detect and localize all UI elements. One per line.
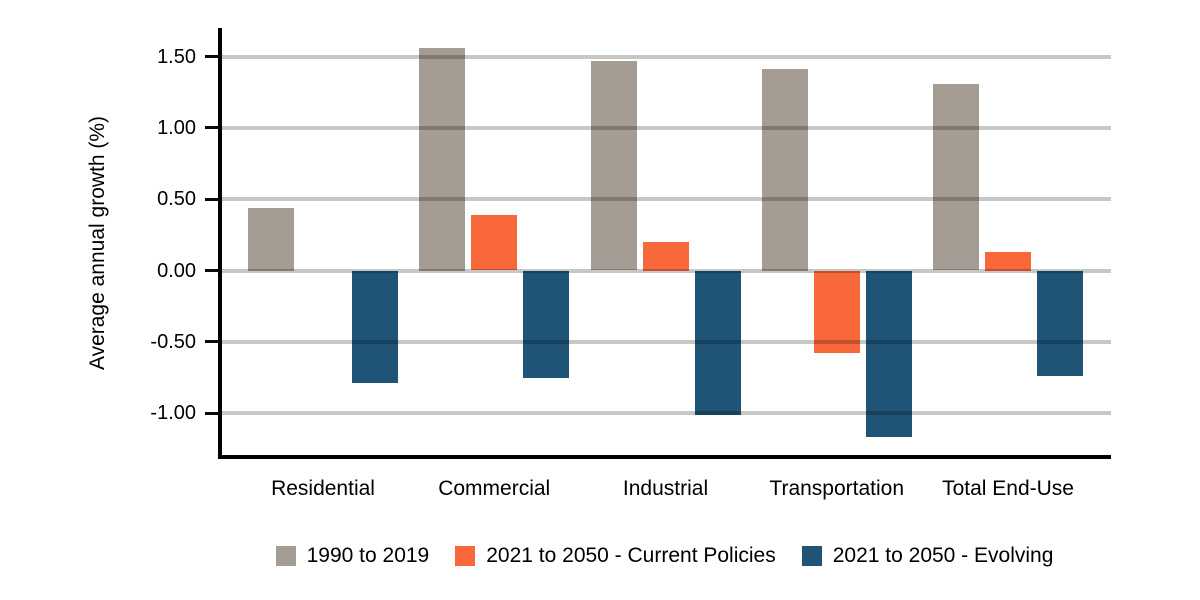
- y-tick-mark: [205, 340, 218, 344]
- y-tick-mark: [205, 55, 218, 58]
- gridline-1.50: [222, 54, 1111, 59]
- y-tick-label: -1.00: [150, 402, 196, 425]
- x-category-label-residential: Residential: [271, 477, 375, 500]
- bar-industrial-2021-to-2050-evolving: [694, 270, 741, 415]
- gridline--0.50: [222, 339, 1111, 344]
- bar-commercial-1990-to-2019: [419, 48, 466, 271]
- gridline--1.00: [222, 411, 1111, 416]
- x-category-label-total-end-use: Total End-Use: [942, 477, 1074, 500]
- legend-label: 1990 to 2019: [306, 544, 430, 567]
- y-tick-mark: [205, 126, 218, 130]
- gridline-0.00: [222, 268, 1111, 273]
- x-category-label-transportation: Transportation: [769, 477, 905, 500]
- y-tick-label: 1.50: [157, 45, 196, 68]
- y-tick-label: -0.50: [150, 330, 196, 353]
- y-tick-mark: [205, 269, 218, 272]
- legend-swatch-2021-to-2050-current-policies: [455, 546, 476, 566]
- legend-label: 2021 to 2050 - Evolving: [832, 544, 1054, 567]
- y-tick-label: 0.50: [157, 188, 196, 211]
- legend-swatch-1990-to-2019: [275, 546, 296, 566]
- legend-label: 2021 to 2050 - Current Policies: [486, 544, 776, 567]
- legend-item-2021-to-2050-evolving: 2021 to 2050 - Evolving: [801, 544, 1054, 568]
- gridline-0.50: [222, 197, 1111, 202]
- x-category-label-industrial: Industrial: [622, 477, 709, 500]
- bar-industrial-2021-to-2050-current-policies: [642, 242, 689, 271]
- y-axis-line: [218, 28, 222, 459]
- bar-commercial-2021-to-2050-evolving: [523, 270, 570, 378]
- bar-industrial-1990-to-2019: [590, 60, 637, 271]
- bar-residential-1990-to-2019: [248, 207, 294, 271]
- bar-commercial-2021-to-2050-current-policies: [471, 214, 518, 271]
- bar-total-end-use-2021-to-2050-evolving: [1037, 270, 1083, 377]
- legend-item-1990-to-2019: 1990 to 2019: [275, 544, 430, 568]
- legend-item-2021-to-2050-current-policies: 2021 to 2050 - Current Policies: [455, 544, 776, 568]
- legend-swatch-2021-to-2050-evolving: [801, 546, 822, 566]
- x-category-label-commercial: Commercial: [438, 477, 551, 500]
- bar-transportation-2021-to-2050-evolving: [865, 270, 912, 438]
- legend: 1990 to 2019 2021 to 2050 - Current Polic…: [218, 544, 1111, 568]
- y-tick-mark: [205, 411, 218, 415]
- bar-total-end-use-2021-to-2050-current-policies: [985, 252, 1031, 271]
- x-axis-line: [218, 455, 1111, 459]
- bar-transportation-2021-to-2050-current-policies: [813, 270, 860, 354]
- bar-residential-2021-to-2050-evolving: [352, 270, 398, 384]
- bar-transportation-1990-to-2019: [761, 69, 808, 271]
- y-tick-label: 0.00: [157, 259, 196, 282]
- bar-total-end-use-1990-to-2019: [933, 83, 979, 271]
- y-tick-label: 1.00: [157, 116, 196, 139]
- gridline-1.00: [222, 125, 1111, 130]
- y-tick-mark: [205, 197, 218, 201]
